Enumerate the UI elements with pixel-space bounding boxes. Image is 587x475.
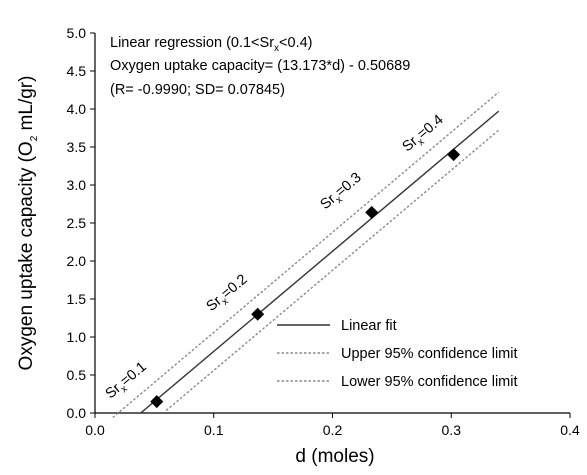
y-tick-label: 2.5 [67, 215, 87, 231]
x-tick-label: 0.1 [204, 422, 224, 438]
legend-label-lower: Lower 95% confidence limit [341, 374, 518, 390]
y-axis-title: Oxygen uptake capacity (O2 mL/gr) [16, 76, 40, 371]
y-tick-label: 1.0 [67, 329, 87, 345]
regression-annotation: Linear regression (0.1<Srx<0.4) Oxygen u… [110, 35, 410, 98]
x-tick-label: 0.3 [442, 422, 462, 438]
data-point [251, 307, 265, 321]
x-tick-label: 0.4 [560, 422, 580, 438]
y-ticks: 0.0 0.5 1.0 1.5 2.0 2.5 3.0 3.5 4.0 4.5 5.0 [67, 25, 95, 421]
annotation-line-2: Oxygen uptake capacity= (13.173*d) - 0.5… [110, 58, 410, 74]
y-tick-label: 2.0 [67, 253, 87, 269]
y-tick-label: 0.5 [67, 367, 87, 383]
data-point [150, 395, 164, 409]
x-axis-title: d (moles) [295, 446, 374, 467]
fit-line [140, 110, 500, 414]
y-tick-label: 1.5 [67, 291, 87, 307]
point-label: Srx=0.4 [399, 112, 448, 158]
y-tick-label: 3.0 [67, 177, 87, 193]
x-tick-label: 0.2 [323, 422, 343, 438]
legend-label-fit: Linear fit [341, 318, 397, 334]
x-ticks: 0.0 0.1 0.2 0.3 0.4 [85, 413, 580, 438]
y-tick-label: 4.5 [67, 63, 87, 79]
data-points [150, 148, 461, 409]
legend: Linear fit Upper 95% confidence limit Lo… [277, 318, 518, 390]
annotation-line-3: (R= -0.9990; SD= 0.07845) [110, 82, 285, 98]
data-point [365, 205, 379, 219]
point-label: Srx=0.3 [318, 170, 367, 216]
data-point [447, 148, 461, 162]
y-tick-label: 0.0 [67, 405, 87, 421]
y-tick-label: 3.5 [67, 139, 87, 155]
lower-ci-line [165, 129, 500, 411]
upper-ci-line [112, 91, 500, 419]
point-label: Srx=0.2 [204, 272, 253, 318]
y-tick-label: 5.0 [67, 25, 87, 41]
point-label: Srx=0.1 [103, 359, 152, 405]
annotation-line-1: Linear regression (0.1<Srx<0.4) [110, 35, 313, 54]
y-tick-label: 4.0 [67, 101, 87, 117]
legend-label-upper: Upper 95% confidence limit [341, 346, 518, 362]
x-tick-label: 0.0 [85, 422, 105, 438]
